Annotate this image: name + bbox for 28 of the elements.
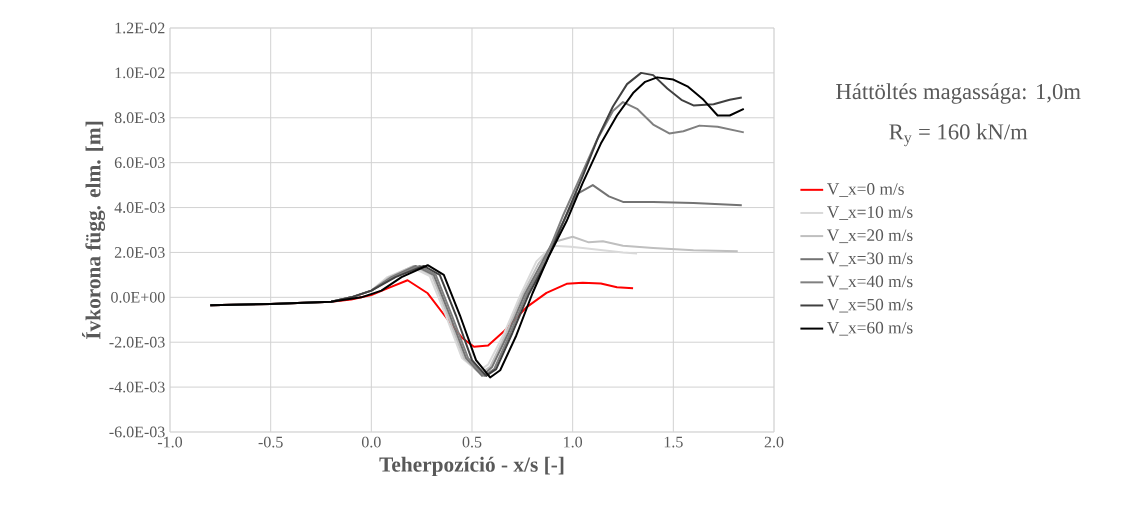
y-tick-label: 2.0E-03 xyxy=(114,247,165,258)
y-tick-label: 4.0E-03 xyxy=(114,202,165,213)
legend-label: V_x=10 m/s xyxy=(827,206,913,220)
x-tick-label: 0.0 xyxy=(361,436,381,448)
y-axis-title: Ívkorona függ. elm. [m] xyxy=(82,121,106,339)
x-tick-label: 2.0 xyxy=(764,436,784,448)
x-axis-title: Teherpozíció - x/s [-] xyxy=(379,456,564,477)
legend-label: V_x=30 m/s xyxy=(827,252,913,267)
y-tick-label: 0.0E+00 xyxy=(111,291,165,303)
text: R$_{y}$ = 160 kN/m xyxy=(889,123,1028,147)
legend-label: V_x=40 m/s xyxy=(827,275,913,290)
x-tick-label: 1.5 xyxy=(664,436,683,448)
x-tick-label: 0.5 xyxy=(462,436,482,448)
x-tick-label: -1.0 xyxy=(157,436,183,448)
legend-label: V_x=0 m/s xyxy=(827,183,904,197)
legend-label: V_x=20 m/s xyxy=(827,229,913,244)
y-tick-label: -6.0E-03 xyxy=(109,426,165,438)
x-tick-label: -0.5 xyxy=(258,436,283,448)
y-tick-label: -2.0E-03 xyxy=(109,336,165,348)
legend-label: V_x=60 m/s xyxy=(827,321,913,336)
y-tick-label: -4.0E-03 xyxy=(109,381,165,393)
y-tick-label: 1.0E-02 xyxy=(115,67,165,79)
legend-label: V_x=50 m/s xyxy=(827,298,913,313)
y-tick-label: 6.0E-03 xyxy=(114,157,165,169)
y-tick-label: 1.2E-02 xyxy=(115,22,165,34)
text: Háttöltés magassága: 1,0m xyxy=(836,83,1081,104)
x-tick-label: 1.0 xyxy=(564,436,583,448)
y-tick-label: 8.0E-03 xyxy=(114,112,165,124)
